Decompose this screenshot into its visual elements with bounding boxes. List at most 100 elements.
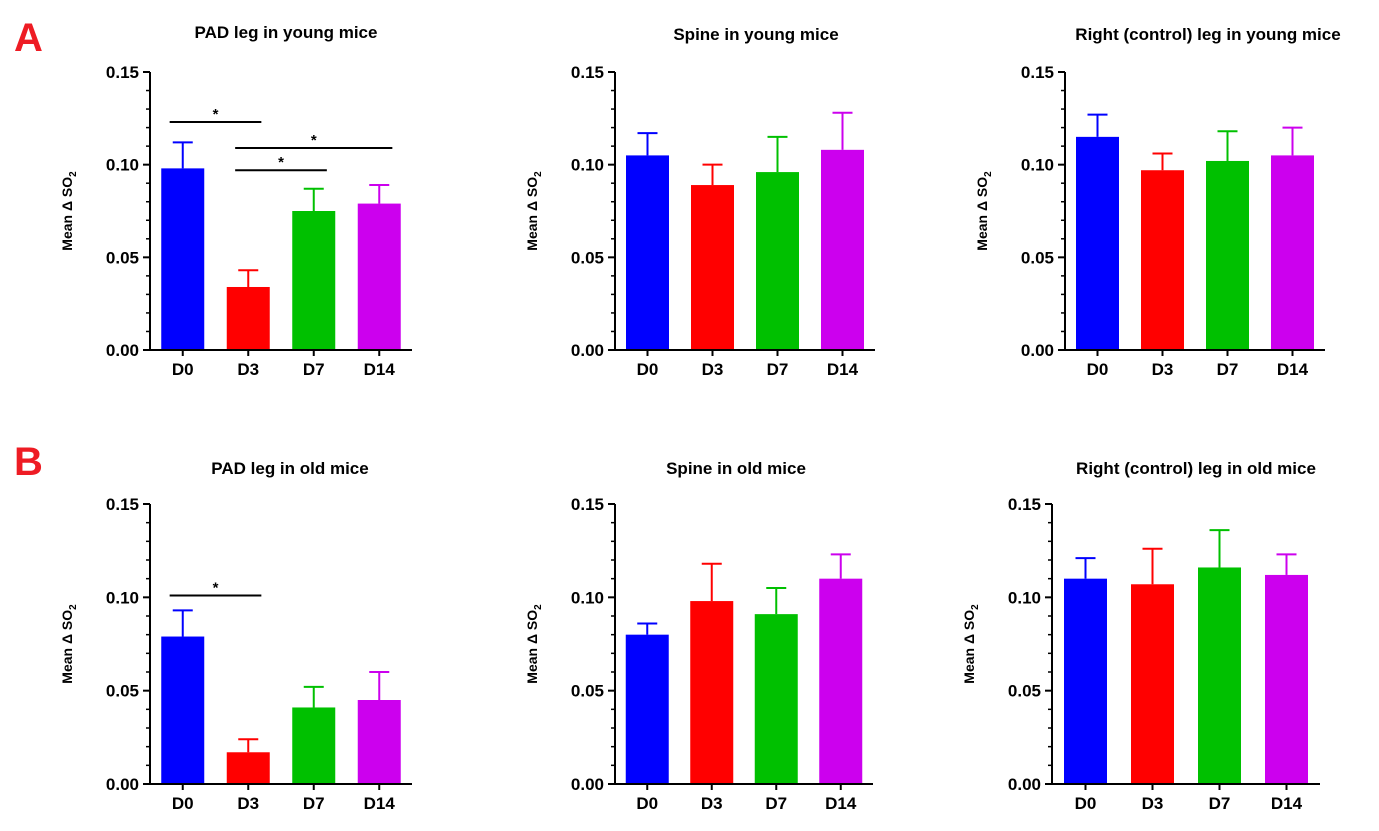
- panel-letter-a: A: [14, 16, 43, 60]
- y-tick-label: 0.15: [1021, 63, 1054, 82]
- y-tick-label: 0.10: [1008, 588, 1041, 607]
- x-tick-label-d14: D14: [825, 794, 857, 813]
- bar-d7: [292, 211, 336, 350]
- x-tick-label-d3: D3: [237, 360, 259, 379]
- x-tick-label-d3: D3: [701, 794, 723, 813]
- bar-d14: [1271, 155, 1314, 350]
- y-tick-label: 0.00: [1021, 341, 1054, 360]
- y-tick-label: 0.05: [106, 682, 139, 701]
- y-tick-label: 0.10: [571, 156, 604, 175]
- significance-star: *: [278, 154, 284, 171]
- bar-d7: [1206, 160, 1249, 350]
- x-tick-label-d7: D7: [1209, 794, 1231, 813]
- y-tick-label: 0.05: [571, 248, 604, 267]
- x-tick-label-d0: D0: [636, 794, 658, 813]
- x-tick-label-d0: D0: [637, 360, 659, 379]
- y-axis-label: Mean Δ SO2: [524, 171, 544, 251]
- x-tick-label-d3: D3: [237, 794, 259, 813]
- y-axis-label-main: Mean Δ SO: [524, 610, 540, 684]
- x-tick-label-d7: D7: [765, 794, 787, 813]
- y-axis-label: Mean Δ SO2: [974, 171, 994, 251]
- chart-2: Spine in young mice 0.00 0.05 0.10 0.15 D0 D3 D…: [524, 25, 875, 379]
- x-tick-label-d0: D0: [172, 360, 194, 379]
- bar-d3: [226, 752, 270, 784]
- y-axis-label-subscript: 2: [68, 604, 79, 610]
- y-tick-label: 0.05: [1021, 248, 1054, 267]
- x-tick-label-d14: D14: [1271, 794, 1303, 813]
- y-tick-label: 0.10: [571, 588, 604, 607]
- chart-title: Right (control) leg in old mice: [1076, 459, 1316, 478]
- chart-title: PAD leg in young mice: [195, 23, 378, 42]
- chart-title: PAD leg in old mice: [211, 459, 368, 478]
- x-tick-label-d3: D3: [702, 360, 724, 379]
- bar-d0: [1076, 136, 1119, 350]
- y-axis-label-main: Mean Δ SO: [961, 610, 977, 684]
- x-tick-label-d7: D7: [303, 794, 325, 813]
- significance-star: *: [213, 106, 219, 123]
- y-tick-label: 0.00: [106, 775, 139, 794]
- panel-letter-b: B: [14, 440, 43, 484]
- y-tick-label: 0.05: [571, 682, 604, 701]
- bar-d3: [691, 185, 734, 350]
- y-axis-label: Mean Δ SO2: [961, 604, 981, 684]
- y-tick-label: 0.10: [106, 588, 139, 607]
- y-tick-label: 0.10: [106, 156, 139, 175]
- bar-d0: [161, 168, 205, 350]
- y-axis-label-subscript: 2: [983, 171, 994, 177]
- bar-d0: [626, 155, 669, 350]
- bar-d0: [161, 636, 205, 784]
- y-axis-label: Mean Δ SO2: [59, 171, 79, 251]
- x-tick-label-d14: D14: [364, 794, 396, 813]
- y-tick-label: 0.00: [106, 341, 139, 360]
- y-axis-label-subscript: 2: [533, 171, 544, 177]
- bar-d7: [754, 614, 798, 784]
- x-tick-label-d0: D0: [1075, 794, 1097, 813]
- x-tick-label-d7: D7: [303, 360, 325, 379]
- bar-d0: [1064, 578, 1107, 784]
- bar-d14: [819, 578, 863, 784]
- bar-d14: [821, 149, 864, 350]
- chart-title: Right (control) leg in young mice: [1075, 25, 1340, 44]
- x-tick-label-d3: D3: [1152, 360, 1174, 379]
- bar-d7: [756, 172, 799, 350]
- x-tick-label-d14: D14: [364, 360, 396, 379]
- x-tick-label-d7: D7: [767, 360, 789, 379]
- chart-6: Right (control) leg in old mice 0.00 0.05 0…: [961, 459, 1320, 813]
- y-tick-label: 0.15: [106, 63, 139, 82]
- bar-d0: [625, 634, 669, 784]
- bar-d7: [1198, 567, 1241, 784]
- chart-4: PAD leg in old mice 0.00 0.05 0.10 0.15 D0 D3 D…: [59, 459, 412, 813]
- y-axis-label-main: Mean Δ SO: [974, 177, 990, 251]
- y-axis-label: Mean Δ SO2: [59, 604, 79, 684]
- bar-d3: [690, 601, 734, 784]
- bar-d14: [357, 203, 401, 350]
- bar-d3: [226, 286, 270, 350]
- bar-d7: [292, 707, 336, 784]
- bar-d3: [1141, 170, 1184, 350]
- y-axis-label-main: Mean Δ SO: [59, 610, 75, 684]
- chart-5: Spine in old mice 0.00 0.05 0.10 0.15 D0 D3 D7 D…: [524, 459, 873, 813]
- y-axis-label-subscript: 2: [68, 171, 79, 177]
- y-tick-label: 0.00: [571, 341, 604, 360]
- significance-star: *: [213, 579, 219, 596]
- x-tick-label-d0: D0: [1087, 360, 1109, 379]
- significance-star: *: [311, 132, 317, 149]
- bar-d3: [1131, 584, 1174, 784]
- bar-d14: [1265, 574, 1308, 784]
- chart-title: Spine in young mice: [673, 25, 838, 44]
- y-tick-label: 0.05: [1008, 682, 1041, 701]
- y-tick-label: 0.15: [571, 63, 604, 82]
- x-tick-label-d0: D0: [172, 794, 194, 813]
- chart-1: PAD leg in young mice 0.00 0.05 0.10 0.15 D0 D…: [59, 23, 412, 379]
- y-tick-label: 0.00: [1008, 775, 1041, 794]
- y-axis-label-main: Mean Δ SO: [59, 177, 75, 251]
- y-axis-label: Mean Δ SO2: [524, 604, 544, 684]
- x-tick-label-d3: D3: [1142, 794, 1164, 813]
- y-axis-label-subscript: 2: [533, 604, 544, 610]
- y-tick-label: 0.10: [1021, 156, 1054, 175]
- y-tick-label: 0.05: [106, 248, 139, 267]
- y-tick-label: 0.15: [1008, 495, 1041, 514]
- y-tick-label: 0.15: [106, 495, 139, 514]
